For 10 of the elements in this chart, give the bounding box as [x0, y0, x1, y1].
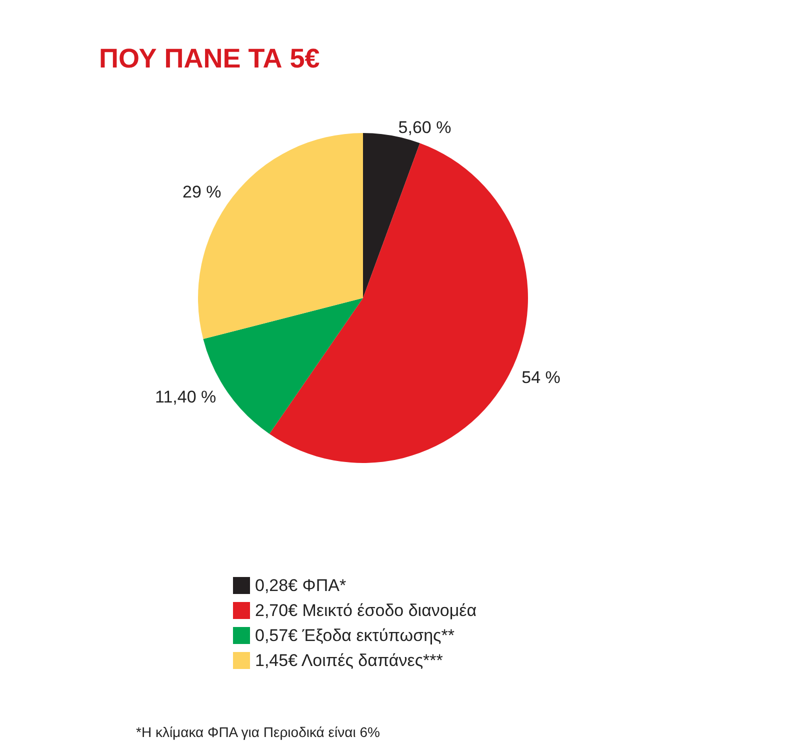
- data-label: 29 %: [182, 182, 222, 202]
- data-label: 11,40 %: [155, 388, 216, 407]
- data-label: 5,60 %: [398, 118, 452, 138]
- legend-label: 2,70€ Μεικτό έσοδο διανομέα: [255, 601, 477, 620]
- data-label: 54 %: [522, 368, 560, 388]
- text: *Η κλίμακα ΦΠΑ για Περιοδικά είναι 6%: [136, 724, 380, 740]
- chart-title: ΠΟΥ ΠΑΝΕ ΤΑ 5€: [99, 44, 320, 74]
- legend-label: 1,45€ Λοιπές δαπάνες***: [255, 651, 444, 670]
- legend-label: 0,57€ Έξοδα εκτύπωσης**: [255, 626, 455, 645]
- legend-label: 0,28€ ΦΠΑ*: [255, 576, 346, 595]
